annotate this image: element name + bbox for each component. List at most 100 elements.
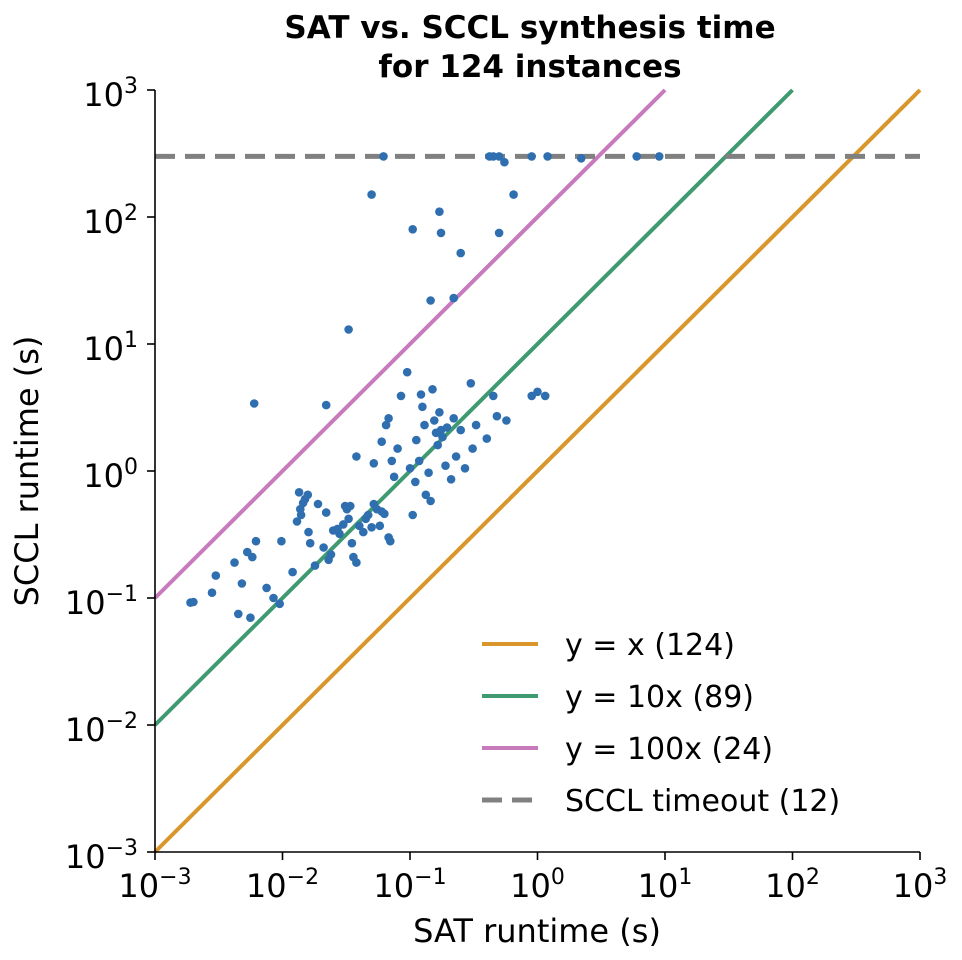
x-tick-label: 10−3 xyxy=(118,865,191,905)
data-point xyxy=(377,437,387,447)
y-tick-label: 102 xyxy=(83,201,138,241)
data-point xyxy=(433,440,443,450)
points-layer xyxy=(186,152,664,622)
data-point xyxy=(456,248,466,258)
series-line-2 xyxy=(153,88,794,727)
data-point xyxy=(352,452,361,461)
legend-label: SCCL timeout (12) xyxy=(565,784,840,819)
data-point xyxy=(435,408,444,417)
chart-title-line1: SAT vs. SCCL synthesis time xyxy=(284,10,775,46)
data-point xyxy=(393,444,402,453)
data-point xyxy=(294,488,304,497)
y-tick-label: 101 xyxy=(83,328,138,368)
data-point xyxy=(460,464,470,473)
data-point xyxy=(654,152,664,161)
data-point xyxy=(207,588,217,597)
data-point xyxy=(408,225,418,234)
data-point xyxy=(234,609,243,619)
data-point xyxy=(237,579,247,588)
data-point xyxy=(405,464,415,473)
data-point xyxy=(380,509,389,519)
data-point xyxy=(381,420,391,430)
ticks-layer: 10−3 10−2 10−1 100 101 102 103 10−3 10−2 10−1 100 1… xyxy=(65,74,948,905)
data-point xyxy=(489,391,498,401)
data-point xyxy=(262,583,271,593)
data-point xyxy=(446,475,456,484)
data-point xyxy=(494,228,504,238)
data-point xyxy=(442,423,452,432)
data-point xyxy=(418,402,427,412)
data-point xyxy=(428,385,437,394)
data-point xyxy=(456,425,466,435)
data-point xyxy=(414,456,424,466)
data-point xyxy=(275,599,285,609)
data-point xyxy=(466,379,476,388)
data-point xyxy=(344,514,353,524)
x-tick-label: 102 xyxy=(765,865,820,905)
data-point xyxy=(375,521,385,531)
data-point xyxy=(449,414,459,423)
data-point xyxy=(363,510,373,520)
data-point xyxy=(451,452,461,461)
data-point xyxy=(389,472,399,482)
data-point xyxy=(246,613,255,622)
data-point xyxy=(502,416,511,425)
data-point xyxy=(449,293,459,303)
data-point xyxy=(412,435,421,445)
data-point xyxy=(326,550,336,559)
data-point xyxy=(248,552,257,562)
data-point xyxy=(359,527,368,537)
data-point xyxy=(471,420,481,430)
data-point xyxy=(426,296,435,305)
x-axis-label: SAT runtime (s) xyxy=(413,912,661,950)
data-point xyxy=(249,399,259,408)
data-point xyxy=(420,420,429,430)
series-line-1 xyxy=(153,88,922,854)
data-point xyxy=(303,490,313,500)
data-point xyxy=(319,543,328,552)
data-point xyxy=(277,536,286,546)
data-point xyxy=(416,390,426,399)
data-point xyxy=(292,517,302,526)
data-point xyxy=(438,432,447,442)
data-point xyxy=(379,152,388,161)
y-axis-label: SCCL runtime (s) xyxy=(8,336,46,607)
x-tick-label: 10−2 xyxy=(246,865,319,905)
data-point xyxy=(304,527,313,537)
data-point xyxy=(500,157,509,167)
legend: y = x (124) y = 10x (89) y = 100x (24) SCCL… xyxy=(482,628,840,819)
x-tick-label: 100 xyxy=(510,865,565,905)
data-point xyxy=(436,228,446,238)
data-point xyxy=(435,207,444,216)
series-layer xyxy=(153,88,922,854)
data-point xyxy=(533,387,542,397)
x-tick-label: 103 xyxy=(893,865,948,905)
data-point xyxy=(288,567,297,577)
y-tick-label: 10−3 xyxy=(65,836,138,876)
data-point xyxy=(296,510,306,520)
data-point xyxy=(384,414,393,423)
data-point xyxy=(468,444,477,453)
y-tick-label: 10−2 xyxy=(65,709,138,749)
x-tick-label: 101 xyxy=(638,865,693,905)
data-point xyxy=(441,461,450,471)
data-point xyxy=(494,152,504,161)
data-point xyxy=(230,558,239,567)
x-tick-label: 10−1 xyxy=(373,865,446,905)
data-point xyxy=(411,477,420,487)
data-point xyxy=(424,468,433,478)
data-point xyxy=(367,190,376,199)
y-tick-label: 10−1 xyxy=(65,582,138,622)
data-point xyxy=(310,561,320,570)
data-point xyxy=(482,434,492,443)
data-point xyxy=(339,520,348,529)
data-point xyxy=(347,538,357,548)
data-point xyxy=(305,538,315,548)
y-tick-label: 100 xyxy=(83,455,138,495)
data-point xyxy=(386,536,395,546)
data-point xyxy=(367,523,376,532)
data-point xyxy=(321,508,331,517)
data-point xyxy=(543,152,552,161)
data-point xyxy=(576,154,586,163)
